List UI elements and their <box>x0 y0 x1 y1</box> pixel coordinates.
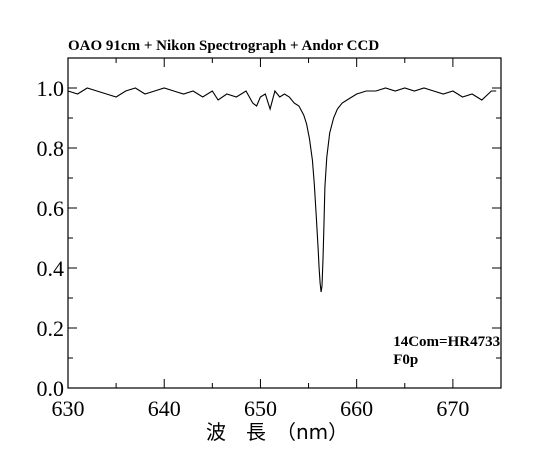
y-tick-label: 0.0 <box>37 376 65 401</box>
y-tick-label: 0.2 <box>37 316 65 341</box>
x-tick-label: 650 <box>244 396 277 421</box>
plot-area <box>67 57 502 389</box>
x-tick-label: 630 <box>52 396 85 421</box>
x-tick-label: 670 <box>436 396 469 421</box>
chart-title: OAO 91cm + Nikon Spectrograph + Andor CC… <box>68 38 379 54</box>
x-tick-label: 660 <box>340 396 373 421</box>
axis-ticks: 630 640 650 660 670 0.0 0.2 0.4 0.6 0.8 1.0 <box>37 57 501 421</box>
y-tick-label: 0.8 <box>37 136 65 161</box>
annotations: 14Com=HR4733 F0p <box>393 334 500 368</box>
x-axis-label: 波 長 （nm） <box>206 420 348 444</box>
y-tick-label: 0.6 <box>37 196 65 221</box>
chart-annotation: F0p <box>393 352 418 368</box>
spectrum-line <box>67 87 497 293</box>
series-group <box>67 87 497 293</box>
x-tick-label: 640 <box>148 396 181 421</box>
plot-frame <box>67 57 502 389</box>
y-tick-label: 1.0 <box>37 76 65 101</box>
y-tick-label: 0.4 <box>37 256 65 281</box>
chart-annotation: 14Com=HR4733 <box>393 334 500 350</box>
